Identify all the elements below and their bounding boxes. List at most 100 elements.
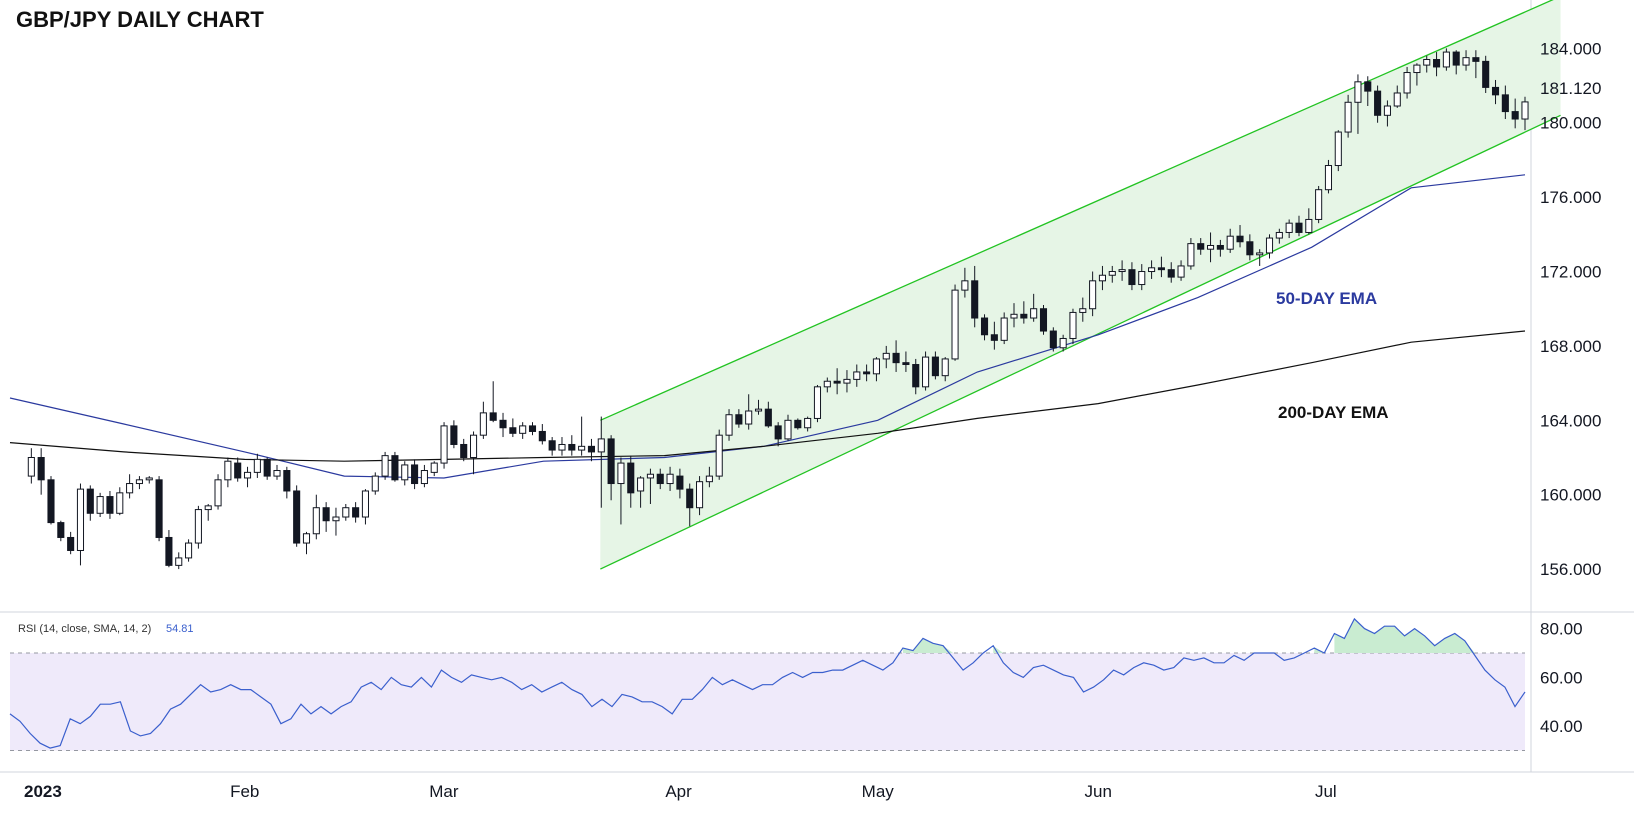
candle-body-up [1275, 231, 1283, 239]
candle [980, 314, 989, 341]
candle-body-up [1079, 308, 1087, 313]
candle-body-up [1315, 189, 1323, 220]
candle [1118, 260, 1126, 281]
candle [863, 364, 871, 382]
candle [1059, 334, 1067, 352]
candle [607, 435, 615, 501]
candle-body-up [1393, 92, 1401, 107]
candle [715, 429, 723, 480]
candle-body-up [1413, 64, 1421, 74]
candle-body-down [971, 280, 979, 319]
candles [27, 48, 1529, 570]
candle [243, 466, 252, 488]
candle [361, 489, 369, 525]
candle [96, 492, 104, 518]
candle-body-up [1334, 131, 1342, 167]
candle-body-down [1157, 267, 1165, 271]
rsi-overbought-fill [993, 645, 1004, 653]
candle-body-up [1206, 244, 1215, 250]
candle-body-down [263, 458, 271, 477]
candle [37, 448, 45, 495]
price-tick-label: 164.000 [1540, 411, 1601, 430]
candle [735, 409, 743, 428]
candle-body-down [57, 522, 65, 538]
candle-body-up [1423, 59, 1431, 66]
candle-body-up [1256, 252, 1264, 256]
ema200-line [9, 330, 1526, 462]
candle-body-down [67, 536, 75, 551]
candle [912, 358, 920, 395]
candle-body-up [1148, 267, 1156, 273]
candle-body-down [1020, 313, 1028, 319]
candle [47, 476, 55, 525]
candle [1069, 308, 1077, 345]
candle [430, 461, 438, 477]
candle-body-up [430, 462, 438, 473]
candle-body-up [1010, 313, 1018, 319]
channel-upper-line [600, 0, 1554, 421]
candle-body-up [597, 438, 605, 453]
candle [194, 505, 202, 549]
price-tick-label: 184.000 [1540, 39, 1601, 58]
candle-body-up [27, 457, 35, 477]
candle-body-up [843, 378, 851, 384]
candle-body-up [784, 419, 792, 440]
candle [1324, 159, 1333, 194]
candle-body-up [1177, 265, 1185, 278]
candle-body-up [1000, 317, 1008, 341]
candle-body-down [931, 356, 939, 377]
candle-body-up [1108, 271, 1116, 276]
candle-body-up [951, 289, 959, 360]
candle-body-up [401, 464, 409, 481]
rsi-legend: RSI (14, close, SMA, 14, 2) [18, 623, 151, 635]
candle [1157, 256, 1165, 278]
candle-body-up [479, 412, 487, 436]
candle [440, 422, 448, 469]
candle [1039, 305, 1048, 335]
candle [283, 466, 291, 499]
candle [754, 399, 763, 415]
candle-body-up [705, 475, 713, 483]
candle-body-up [646, 473, 654, 479]
candle [558, 437, 566, 456]
candle-body-down [352, 507, 360, 518]
candle [67, 531, 75, 555]
candle-body-up [745, 410, 753, 425]
candle [794, 418, 802, 430]
candle-body-down [587, 445, 596, 453]
candle-body-down [1511, 111, 1519, 120]
candle [1256, 249, 1264, 266]
candle-body-up [882, 352, 890, 360]
candle-body-up [273, 470, 281, 477]
candle-body-up [96, 496, 104, 514]
candle [1501, 85, 1509, 120]
candle-body-up [637, 477, 645, 492]
candle-body-down [980, 317, 989, 336]
time-tick-label: Feb [230, 782, 259, 801]
candle [165, 530, 173, 568]
candle-body-up [361, 490, 369, 518]
candle [951, 284, 959, 361]
candle-body-down [676, 475, 684, 490]
candle [1491, 79, 1500, 105]
candle [725, 409, 733, 441]
ema50-label: 50-DAY EMA [1276, 289, 1377, 308]
candle-body-up [715, 434, 723, 477]
candle-body-down [1167, 269, 1175, 278]
candle-body-down [1295, 222, 1303, 233]
candle [745, 394, 753, 430]
candle-body-up [922, 356, 930, 388]
candle-body-down [686, 488, 694, 509]
candle-body-up [204, 505, 212, 511]
candle-body-down [735, 414, 743, 425]
candle-body-down [1501, 94, 1509, 113]
price-axis: 184.000 180.000 176.000 172.000 168.000 164.0… [1540, 39, 1601, 579]
candle [401, 461, 409, 486]
candle [224, 457, 232, 488]
candle-body-down [86, 488, 94, 514]
candle-body-up [214, 479, 222, 507]
candle [617, 457, 625, 525]
candle-body-down [1049, 330, 1057, 349]
candle [312, 494, 320, 540]
candle [1511, 98, 1519, 129]
